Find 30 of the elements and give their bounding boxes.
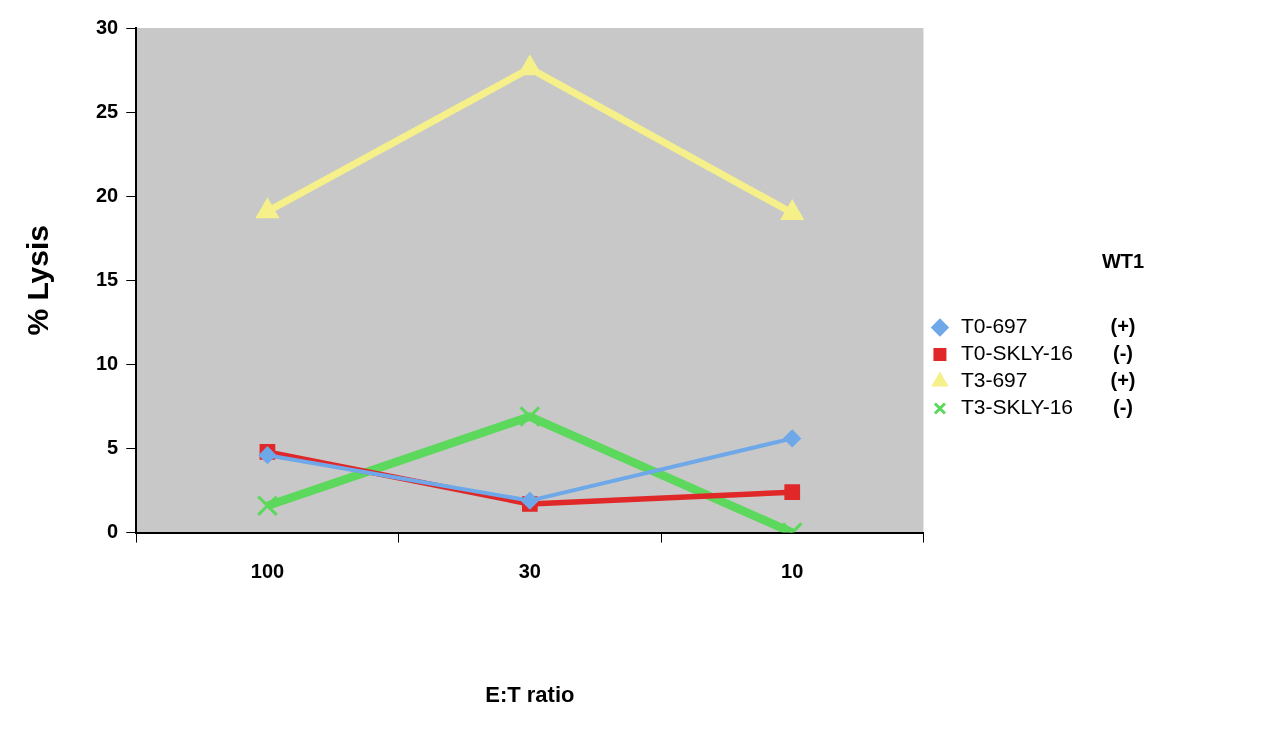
y-tick-label: 20 bbox=[96, 183, 119, 206]
legend-label: T0-697 bbox=[960, 314, 1028, 338]
y-tick-label: 0 bbox=[107, 520, 119, 543]
point bbox=[784, 484, 801, 501]
y-tick-label: 5 bbox=[107, 436, 119, 459]
point bbox=[519, 405, 541, 428]
point bbox=[256, 198, 279, 219]
point bbox=[521, 492, 539, 510]
x-tick-label: 100 bbox=[250, 560, 285, 583]
point bbox=[258, 446, 276, 464]
y-tick-label: 10 bbox=[96, 351, 119, 374]
text: (+) bbox=[1110, 369, 1136, 392]
legend-label: T0-SKLY-16 bbox=[960, 341, 1074, 365]
point bbox=[783, 429, 801, 447]
point bbox=[781, 200, 804, 221]
legend-label: T3-SKLY-16 bbox=[960, 395, 1074, 419]
point bbox=[256, 495, 279, 517]
text: (-) bbox=[1113, 396, 1133, 419]
y-axis-title: % Lysis bbox=[21, 224, 55, 336]
legend-label: T3-697 bbox=[960, 368, 1028, 392]
point bbox=[518, 55, 541, 76]
text: (-) bbox=[1113, 342, 1133, 365]
text: (+) bbox=[1110, 315, 1136, 338]
y-tick-label: 25 bbox=[96, 99, 119, 122]
text: WT1 bbox=[1101, 249, 1145, 272]
x-axis-title: E:T ratio bbox=[485, 681, 575, 707]
x-tick-label: 10 bbox=[781, 560, 804, 583]
x-tick-label: 30 bbox=[518, 560, 541, 583]
y-tick-label: 15 bbox=[96, 267, 119, 290]
y-tick-label: 30 bbox=[96, 15, 119, 38]
